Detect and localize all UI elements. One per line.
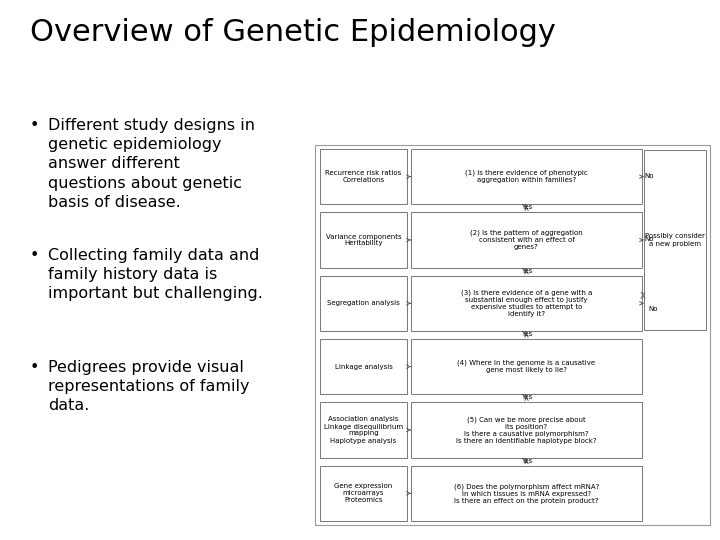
Bar bbox=[411, 465, 642, 521]
Text: Yes: Yes bbox=[521, 331, 532, 337]
Bar bbox=[411, 339, 642, 394]
Text: (4) Where in the genome is a causative
gene most likely to lie?: (4) Where in the genome is a causative g… bbox=[457, 360, 595, 374]
Bar bbox=[320, 339, 407, 394]
Text: (5) Can we be more precise about
its position?
Is there a causative polymorphism: (5) Can we be more precise about its pos… bbox=[456, 416, 597, 444]
Text: (1) Is there evidence of phenotypic
aggregation within families?: (1) Is there evidence of phenotypic aggr… bbox=[465, 170, 588, 184]
Text: (6) Does the polymorphism affect mRNA?
In which tissues is mRNA expressed?
Is th: (6) Does the polymorphism affect mRNA? I… bbox=[454, 483, 599, 504]
Bar bbox=[411, 275, 642, 331]
Bar bbox=[320, 212, 407, 268]
Text: Yes: Yes bbox=[521, 268, 532, 274]
Text: No: No bbox=[644, 173, 654, 179]
Text: Overview of Genetic Epidemiology: Overview of Genetic Epidemiology bbox=[30, 18, 556, 47]
Text: Different study designs in
genetic epidemiology
answer different
questions about: Different study designs in genetic epide… bbox=[48, 118, 255, 210]
Text: (2) Is the pattern of aggregation
consistent with an effect of
genes?: (2) Is the pattern of aggregation consis… bbox=[470, 230, 583, 250]
Bar bbox=[411, 149, 642, 204]
Text: Yes: Yes bbox=[521, 204, 532, 211]
Text: (3) Is there evidence of a gene with a
substantial enough effect to justify
expe: (3) Is there evidence of a gene with a s… bbox=[461, 289, 592, 317]
Bar bbox=[644, 150, 706, 330]
Text: Linkage analysis: Linkage analysis bbox=[335, 363, 392, 370]
Text: X: X bbox=[640, 292, 646, 301]
Text: No: No bbox=[648, 306, 657, 312]
Text: Segregation analysis: Segregation analysis bbox=[327, 300, 400, 306]
Text: Possibly consider
a new problem: Possibly consider a new problem bbox=[645, 233, 705, 247]
Text: Pedigrees provide visual
representations of family
data.: Pedigrees provide visual representations… bbox=[48, 360, 250, 414]
Text: •: • bbox=[30, 360, 40, 375]
Bar bbox=[320, 402, 407, 458]
Text: Recurrence risk ratios
Correlations: Recurrence risk ratios Correlations bbox=[325, 170, 402, 183]
Bar bbox=[320, 149, 407, 204]
Text: Gene expression
microarrays
Proteomics: Gene expression microarrays Proteomics bbox=[334, 483, 392, 503]
Bar bbox=[315, 145, 710, 525]
Bar bbox=[320, 465, 407, 521]
Text: •: • bbox=[30, 248, 40, 263]
Bar bbox=[411, 402, 642, 458]
Text: Association analysis
Linkage disequilibrium
mapping
Haplotype analysis: Association analysis Linkage disequilibr… bbox=[324, 416, 403, 443]
Text: Collecting family data and
family history data is
important but challenging.: Collecting family data and family histor… bbox=[48, 248, 263, 301]
Text: Variance components
Heritability: Variance components Heritability bbox=[325, 233, 401, 246]
Bar bbox=[320, 275, 407, 331]
Text: Yes: Yes bbox=[521, 394, 532, 400]
Text: •: • bbox=[30, 118, 40, 133]
Bar bbox=[411, 212, 642, 268]
Text: No: No bbox=[644, 236, 654, 242]
Text: Yes: Yes bbox=[521, 458, 532, 464]
